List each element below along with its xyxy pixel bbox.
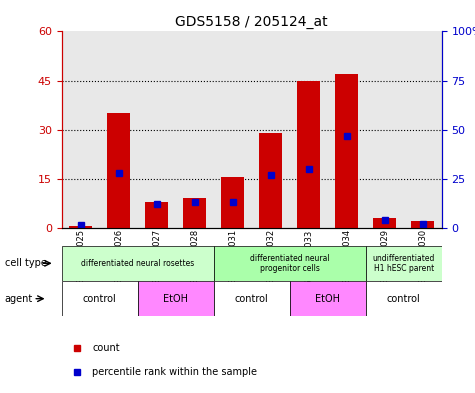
- Bar: [183, 198, 206, 228]
- Text: count: count: [92, 343, 120, 353]
- Text: control: control: [387, 294, 421, 304]
- Bar: [69, 226, 92, 228]
- Text: cell type: cell type: [5, 258, 47, 268]
- Text: agent: agent: [5, 294, 33, 304]
- Text: differentiated neural
progenitor cells: differentiated neural progenitor cells: [250, 253, 330, 273]
- Bar: [290, 281, 366, 316]
- Bar: [335, 74, 358, 228]
- Text: control: control: [235, 294, 269, 304]
- Bar: [214, 281, 290, 316]
- Bar: [145, 202, 168, 228]
- Text: EtOH: EtOH: [315, 294, 340, 304]
- Title: GDS5158 / 205124_at: GDS5158 / 205124_at: [175, 15, 328, 29]
- Text: percentile rank within the sample: percentile rank within the sample: [92, 367, 257, 377]
- Text: undifferentiated
H1 hESC parent: undifferentiated H1 hESC parent: [372, 253, 435, 273]
- Bar: [214, 246, 366, 281]
- Text: differentiated neural rosettes: differentiated neural rosettes: [81, 259, 194, 268]
- Bar: [107, 113, 130, 228]
- Bar: [221, 177, 244, 228]
- Bar: [373, 218, 396, 228]
- Bar: [366, 281, 442, 316]
- Bar: [62, 281, 138, 316]
- Bar: [259, 133, 282, 228]
- Bar: [62, 246, 214, 281]
- Bar: [411, 221, 434, 228]
- Text: EtOH: EtOH: [163, 294, 188, 304]
- Bar: [297, 81, 320, 228]
- Text: control: control: [83, 294, 117, 304]
- Bar: [366, 246, 442, 281]
- Bar: [138, 281, 214, 316]
